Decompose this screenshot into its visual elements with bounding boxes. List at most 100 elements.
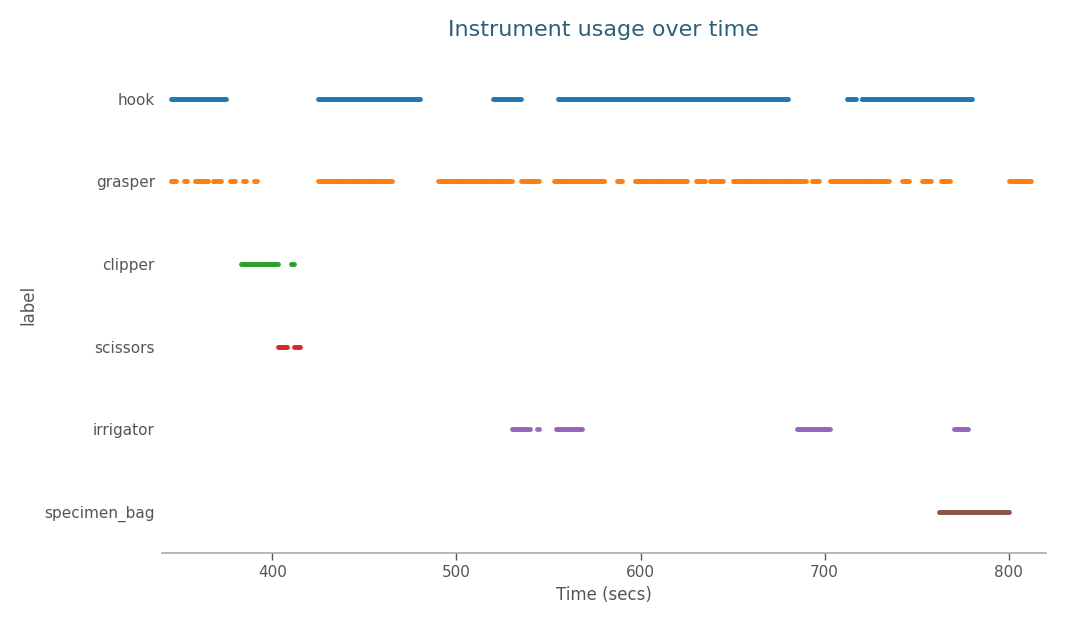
Point	[181, 93, 198, 104]
Point	[838, 93, 855, 104]
Point	[818, 424, 835, 434]
Point	[957, 93, 975, 104]
Point	[547, 176, 564, 186]
Point	[658, 93, 675, 104]
Point	[468, 176, 485, 186]
Point	[744, 93, 761, 104]
Point	[512, 176, 529, 186]
Point	[674, 176, 691, 186]
Point	[940, 507, 957, 517]
Point	[880, 93, 897, 104]
Point	[936, 176, 953, 186]
Point	[939, 176, 956, 186]
Point	[647, 93, 664, 104]
Point	[727, 93, 744, 104]
Point	[820, 424, 838, 434]
Point	[455, 176, 472, 186]
Point	[736, 176, 754, 186]
Point	[564, 424, 581, 434]
Point	[334, 93, 351, 104]
Point	[571, 424, 589, 434]
Point	[626, 93, 644, 104]
Point	[856, 176, 873, 186]
Point	[323, 176, 341, 186]
Point	[761, 176, 778, 186]
Point	[704, 93, 721, 104]
Point	[814, 424, 831, 434]
Point	[885, 93, 902, 104]
Point	[804, 176, 821, 186]
Point	[485, 93, 502, 104]
Point	[680, 93, 697, 104]
Point	[285, 259, 302, 269]
Point	[954, 507, 971, 517]
Point	[488, 176, 506, 186]
Point	[715, 93, 732, 104]
Point	[671, 93, 688, 104]
Point	[962, 507, 979, 517]
Point	[954, 93, 971, 104]
Point	[951, 507, 968, 517]
Point	[857, 93, 874, 104]
Point	[939, 93, 956, 104]
Point	[499, 93, 516, 104]
Point	[894, 176, 911, 186]
Point	[931, 93, 949, 104]
Point	[760, 93, 777, 104]
Point	[957, 424, 975, 434]
Point	[1011, 176, 1028, 186]
Point	[498, 93, 515, 104]
Point	[192, 176, 209, 186]
Point	[375, 93, 392, 104]
Point	[658, 93, 675, 104]
Point	[524, 176, 541, 186]
Point	[710, 93, 728, 104]
Point	[1008, 176, 1025, 186]
Point	[492, 93, 509, 104]
Point	[996, 507, 1013, 517]
Point	[654, 176, 672, 186]
Point	[640, 176, 658, 186]
Point	[743, 93, 760, 104]
Point	[665, 93, 682, 104]
Point	[410, 93, 427, 104]
Point	[754, 176, 771, 186]
Point	[955, 424, 972, 434]
Point	[210, 93, 227, 104]
Point	[766, 176, 784, 186]
Point	[735, 93, 752, 104]
Point	[344, 93, 361, 104]
Point	[692, 176, 709, 186]
Point	[692, 93, 709, 104]
Point	[500, 176, 517, 186]
Point	[646, 93, 663, 104]
Point	[665, 176, 682, 186]
Point	[592, 176, 609, 186]
Point	[995, 507, 1012, 517]
Point	[268, 259, 286, 269]
Point	[253, 259, 271, 269]
Point	[520, 176, 537, 186]
Point	[862, 93, 880, 104]
Point	[572, 93, 590, 104]
Point	[711, 93, 729, 104]
Point	[640, 93, 658, 104]
Point	[696, 93, 714, 104]
Point	[882, 93, 899, 104]
Point	[898, 93, 915, 104]
Point	[920, 176, 937, 186]
Point	[632, 93, 649, 104]
Point	[884, 93, 901, 104]
Point	[626, 176, 644, 186]
Point	[951, 424, 968, 434]
Point	[343, 176, 360, 186]
Point	[570, 424, 588, 434]
Point	[507, 93, 524, 104]
Point	[693, 93, 710, 104]
Point	[889, 93, 907, 104]
Point	[960, 93, 978, 104]
Point	[787, 176, 804, 186]
Point	[383, 93, 400, 104]
Point	[271, 342, 288, 352]
Point	[530, 176, 548, 186]
